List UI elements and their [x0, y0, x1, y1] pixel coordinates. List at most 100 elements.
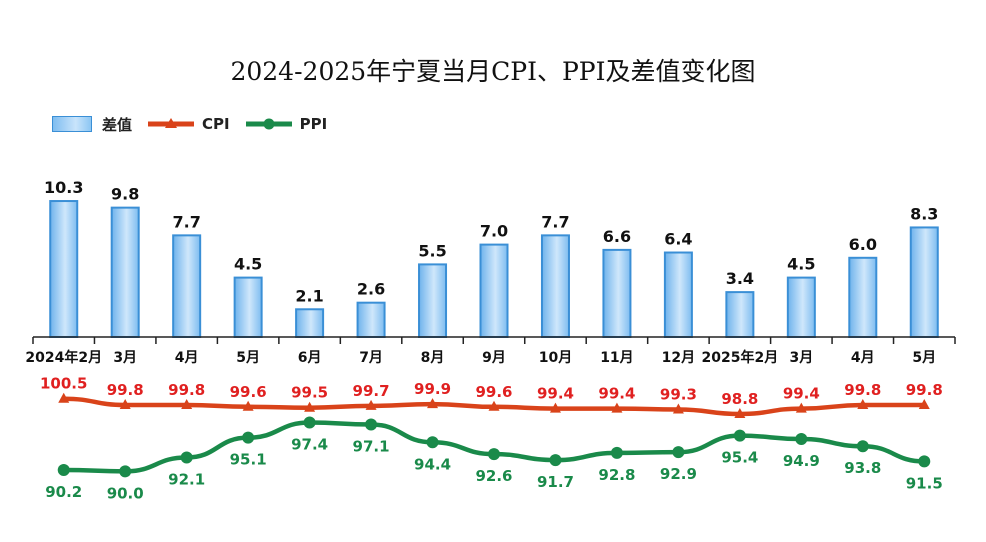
bar-10: [602, 248, 632, 339]
bar-1: [49, 200, 79, 338]
bar-3: [172, 234, 202, 338]
ppi-point-8: [488, 448, 500, 461]
bar-6: [356, 301, 386, 338]
bar-5: [295, 308, 325, 338]
cpi-value-label-4: 99.6: [230, 383, 267, 401]
ppi-point-10: [610, 446, 623, 459]
legend-label-cpi: CPI: [202, 115, 230, 133]
bar-value-label-2: 9.8: [111, 185, 139, 204]
cpi-point-13: [795, 402, 807, 413]
x-tick-label-14: 4月: [851, 350, 875, 366]
bar-value-label-6: 2.6: [357, 280, 385, 299]
x-tick-label-7: 8月: [421, 350, 445, 366]
cpi-point-9: [549, 402, 561, 413]
chart-title: 2024-2025年宁夏当月CPI、PPI及差值变化图: [230, 57, 756, 86]
cpi-value-label-8: 99.6: [475, 383, 512, 401]
cpi-point-6: [365, 399, 377, 410]
bar-7: [418, 263, 448, 338]
cpi-value-label-2: 99.8: [107, 381, 144, 399]
bar-value-label-3: 7.7: [172, 212, 200, 231]
cpi-value-label-3: 99.8: [168, 381, 205, 399]
cpi-point-2: [119, 399, 131, 409]
legend-item-diff: 差值: [52, 114, 132, 135]
bar-13: [786, 276, 816, 339]
bar-9: [540, 234, 570, 338]
x-tick-label-10: 11月: [600, 350, 633, 366]
x-tick-label-3: 4月: [175, 350, 199, 366]
cpi-point-3: [181, 399, 193, 409]
bar-value-label-7: 5.5: [418, 241, 446, 260]
cpi-value-label-6: 99.7: [353, 382, 390, 400]
ppi-point-7: [426, 436, 439, 449]
ppi-value-label-13: 94.9: [783, 452, 820, 470]
bar-value-label-12: 3.4: [726, 269, 754, 288]
bar-value-label-10: 6.6: [603, 227, 631, 246]
ppi-point-6: [365, 418, 378, 431]
cpi-value-label-15: 99.8: [906, 381, 943, 399]
cpi-point-14: [857, 399, 869, 409]
x-tick-label-15: 5月: [912, 350, 936, 366]
x-tick-label-5: 6月: [298, 350, 322, 366]
bar-14: [848, 256, 878, 338]
cpi-point-4: [242, 400, 254, 411]
ppi-value-label-9: 91.7: [537, 473, 574, 491]
ppi-value-label-2: 90.0: [107, 484, 144, 502]
x-tick-label-13: 3月: [789, 350, 813, 366]
ppi-value-label-10: 92.8: [598, 466, 635, 484]
cpi-point-15: [918, 399, 930, 409]
ppi-value-label-5: 97.4: [291, 435, 328, 453]
ppi-point-2: [119, 465, 132, 478]
bar-value-label-15: 8.3: [910, 204, 938, 223]
ppi-point-5: [303, 416, 316, 429]
legend-label-diff: 差值: [102, 115, 133, 134]
ppi-value-label-4: 95.1: [230, 451, 267, 469]
cpi-value-label-12: 98.8: [721, 390, 758, 408]
cpi-point-1: [58, 392, 70, 403]
bar-value-label-8: 7.0: [480, 222, 508, 241]
x-tick-label-4: 5月: [236, 350, 260, 366]
legend-cpi-swatch: [148, 118, 195, 128]
bar-value-label-13: 4.5: [787, 255, 815, 274]
ppi-point-1: [57, 464, 70, 476]
x-tick-label-1: 2024年2月: [25, 349, 102, 366]
cpi-value-label-10: 99.4: [598, 385, 635, 403]
bar-value-label-14: 6.0: [849, 235, 877, 254]
ppi-value-label-15: 91.5: [906, 474, 943, 492]
cpi-value-label-5: 99.5: [291, 384, 328, 402]
legend-item-cpi: CPI: [146, 115, 230, 133]
ppi-value-label-7: 94.4: [414, 455, 451, 473]
bar-11: [663, 251, 693, 339]
ppi-value-label-3: 92.1: [168, 470, 205, 488]
ppi-value-label-1: 90.2: [45, 483, 82, 501]
cpi-point-7: [427, 398, 439, 409]
x-tick-label-6: 7月: [359, 350, 383, 366]
cpi-point-10: [611, 402, 623, 413]
cpi-point-12: [734, 408, 746, 418]
cpi-point-11: [672, 403, 684, 414]
ppi-value-label-6: 97.1: [353, 437, 390, 455]
legend-item-ppi: PPI: [244, 115, 328, 133]
ppi-value-label-12: 95.4: [721, 449, 758, 467]
cpi-value-label-11: 99.3: [660, 386, 697, 404]
cpi-point-8: [488, 400, 500, 411]
legend-ppi-swatch: [245, 118, 292, 130]
x-tick-label-11: 12月: [662, 350, 695, 366]
bar-2: [110, 206, 140, 338]
bar-value-label-4: 4.5: [234, 255, 262, 274]
bar-12: [725, 291, 755, 338]
ppi-point-4: [242, 431, 255, 444]
x-tick-label-12: 2025年2月: [702, 349, 779, 366]
x-tick-label-9: 10月: [539, 350, 572, 366]
legend-bar-swatch: [52, 116, 92, 132]
legend: 差值 CPI PPI: [52, 114, 341, 134]
legend-label-ppi: PPI: [299, 115, 328, 133]
bar-value-label-5: 2.1: [295, 286, 323, 305]
cpi-value-label-1: 100.5: [40, 375, 87, 393]
ppi-point-11: [672, 446, 685, 459]
x-tick-label-8: 9月: [482, 350, 506, 366]
cpi-value-label-13: 99.4: [783, 385, 820, 403]
cpi-point-5: [304, 401, 316, 412]
bar-4: [233, 276, 263, 339]
